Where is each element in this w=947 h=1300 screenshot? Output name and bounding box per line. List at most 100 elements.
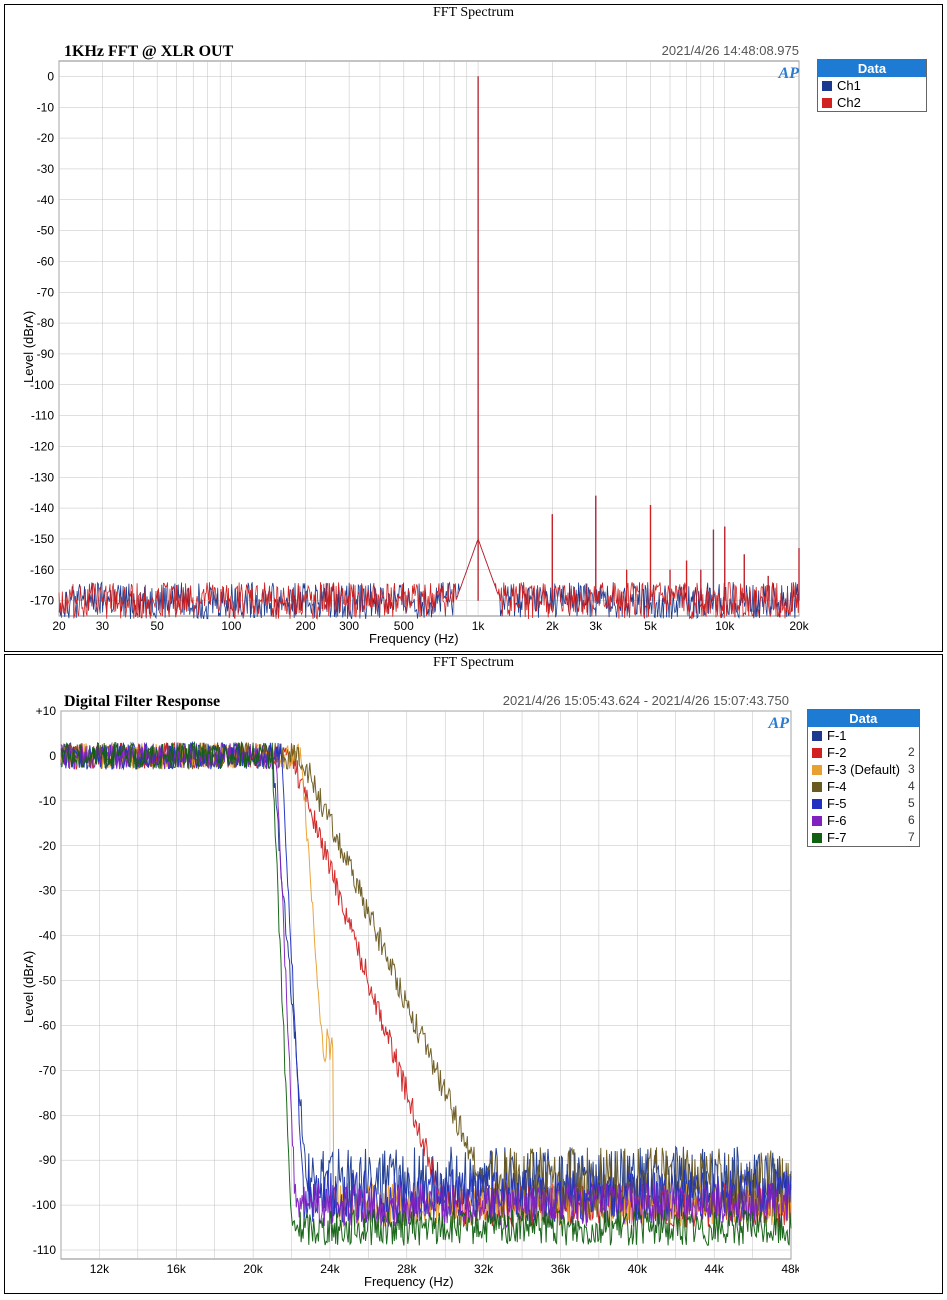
legend-label: F-3 (Default) (827, 761, 900, 778)
svg-text:50: 50 (150, 619, 164, 633)
svg-text:2k: 2k (546, 619, 560, 633)
legend-label: F-1 (827, 727, 847, 744)
chart-timestamp: 2021/4/26 15:05:43.624 - 2021/4/26 15:07… (503, 693, 789, 708)
svg-text:-100: -100 (32, 1198, 56, 1212)
svg-text:12k: 12k (90, 1262, 110, 1276)
legend-swatch (812, 833, 822, 843)
svg-text:-150: -150 (30, 532, 54, 546)
legend-header: Data (808, 710, 919, 727)
x-axis-label: Frequency (Hz) (369, 631, 459, 646)
legend-item: F-22 (808, 744, 919, 761)
y-axis-label: Level (dBrA) (21, 951, 36, 1023)
panel-title-bottom: FFT Spectrum (5, 655, 942, 673)
svg-text:44k: 44k (704, 1262, 724, 1276)
legend-swatch (822, 81, 832, 91)
svg-text:48k: 48k (781, 1262, 799, 1276)
svg-text:-90: -90 (39, 1153, 57, 1167)
svg-text:-110: -110 (31, 409, 54, 423)
svg-text:-40: -40 (37, 193, 55, 207)
svg-text:-80: -80 (39, 1108, 57, 1122)
svg-text:200: 200 (296, 619, 316, 633)
svg-text:-30: -30 (37, 162, 55, 176)
legend-header: Data (818, 60, 926, 77)
legend-item: Ch1 (818, 77, 926, 94)
svg-text:-40: -40 (39, 929, 57, 943)
svg-text:24k: 24k (320, 1262, 340, 1276)
svg-text:-30: -30 (39, 884, 57, 898)
legend-item: Ch2 (818, 94, 926, 111)
legend-suffix: 7 (900, 829, 915, 846)
legend-swatch (812, 748, 822, 758)
legend-item: F-6 6 (808, 812, 919, 829)
svg-text:5k: 5k (644, 619, 658, 633)
panel-title-top: FFT Spectrum (5, 5, 942, 23)
legend-label: Ch1 (837, 77, 861, 94)
x-axis-label: Frequency (Hz) (364, 1274, 454, 1289)
svg-text:-50: -50 (37, 224, 55, 238)
svg-text:1k: 1k (472, 619, 486, 633)
fft-panel-top: FFT Spectrum 1KHz FFT @ XLR OUT 2021/4/2… (4, 4, 943, 652)
svg-text:-90: -90 (37, 347, 55, 361)
svg-text:-60: -60 (37, 254, 55, 268)
legend-item: F-7 7 (808, 829, 919, 846)
legend-bottom: DataF-1F-22F-3 (Default)3F-44F-55F-66F-7… (807, 709, 920, 847)
legend-swatch (812, 782, 822, 792)
svg-text:-120: -120 (30, 439, 54, 453)
svg-text:3k: 3k (589, 619, 603, 633)
legend-item: F-1 (808, 727, 919, 744)
svg-text:-50: -50 (39, 974, 57, 988)
svg-text:-20: -20 (37, 131, 55, 145)
ap-logo-icon: AP (779, 65, 799, 83)
svg-text:-80: -80 (37, 316, 55, 330)
legend-label: F-6 (827, 812, 847, 829)
svg-text:-70: -70 (39, 1063, 57, 1077)
svg-text:-60: -60 (39, 1018, 57, 1032)
svg-text:-160: -160 (30, 563, 54, 577)
svg-text:-20: -20 (39, 839, 57, 853)
chart-bottom: Digital Filter Response 2021/4/26 15:05:… (9, 673, 799, 1291)
svg-text:40k: 40k (628, 1262, 648, 1276)
svg-text:0: 0 (47, 69, 54, 83)
legend-suffix: 6 (900, 812, 915, 829)
svg-text:-10: -10 (39, 794, 57, 808)
svg-text:20k: 20k (789, 619, 809, 633)
legend-label: F-4 (827, 778, 847, 795)
svg-text:32k: 32k (474, 1262, 494, 1276)
ap-logo-icon: AP (769, 715, 789, 733)
svg-text:36k: 36k (551, 1262, 571, 1276)
svg-text:30: 30 (96, 619, 110, 633)
chart-top: 1KHz FFT @ XLR OUT 2021/4/26 14:48:08.97… (9, 23, 809, 648)
legend-suffix: 2 (900, 744, 915, 761)
legend-swatch (812, 799, 822, 809)
y-axis-label: Level (dBrA) (21, 311, 36, 383)
svg-text:-170: -170 (30, 594, 54, 608)
legend-swatch (812, 816, 822, 826)
legend-swatch (812, 731, 822, 741)
svg-text:-140: -140 (30, 501, 54, 515)
chart-subtitle-left: Digital Filter Response (64, 693, 220, 711)
svg-text:20k: 20k (243, 1262, 263, 1276)
svg-text:0: 0 (49, 749, 56, 763)
legend-label: Ch2 (837, 94, 861, 111)
svg-text:10k: 10k (715, 619, 735, 633)
legend-swatch (822, 98, 832, 108)
legend-label: F-5 (827, 795, 847, 812)
chart-timestamp: 2021/4/26 14:48:08.975 (662, 43, 799, 58)
legend-label: F-7 (827, 829, 847, 846)
svg-text:300: 300 (339, 619, 359, 633)
legend-item: F-5 5 (808, 795, 919, 812)
legend-suffix: 4 (900, 778, 915, 795)
svg-text:100: 100 (221, 619, 241, 633)
legend-suffix: 5 (900, 795, 915, 812)
fft-panel-bottom: FFT Spectrum Digital Filter Response 202… (4, 654, 943, 1294)
chart-subtitle-left: 1KHz FFT @ XLR OUT (64, 43, 233, 61)
svg-text:-130: -130 (30, 470, 54, 484)
legend-item: F-4 4 (808, 778, 919, 795)
svg-text:20: 20 (52, 619, 66, 633)
svg-text:+10: +10 (36, 704, 57, 718)
legend-top: DataCh1Ch2 (817, 59, 927, 112)
svg-text:16k: 16k (167, 1262, 187, 1276)
svg-text:-10: -10 (37, 100, 55, 114)
svg-text:-70: -70 (37, 285, 55, 299)
svg-text:-110: -110 (33, 1243, 56, 1257)
